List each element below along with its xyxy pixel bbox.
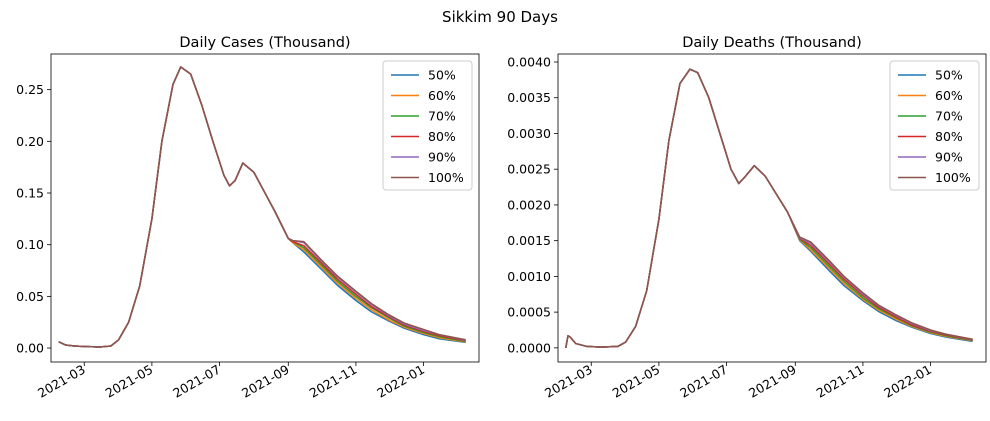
y-tick-label: 0.0035	[507, 90, 551, 105]
y-tick-label: 0.10	[16, 237, 44, 252]
legend-label: 50%	[428, 68, 456, 83]
suptitle: Sikkim 90 Days	[442, 8, 558, 26]
x-tick-label: 2021-07	[677, 362, 730, 401]
legend-label: 50%	[935, 68, 963, 83]
series-line-100pct	[58, 66, 466, 348]
legend-label: 100%	[428, 170, 464, 185]
y-tick-label: 0.0040	[507, 55, 551, 70]
y-tick-label: 0.0020	[507, 197, 551, 212]
y-tick-label: 0.0000	[507, 340, 551, 355]
legend: 50% 60% 70% 80% 90% 100%	[889, 60, 980, 191]
legend-label: 80%	[935, 129, 963, 144]
axes-frame	[557, 53, 987, 363]
y-tick-label: 0.25	[16, 82, 44, 97]
x-tick-label: 2021-05	[610, 362, 663, 401]
deaths-chart: Daily Deaths (Thousand) 0.0000 0.0005 0.001…	[507, 35, 987, 401]
chart-title: Daily Cases (Thousand)	[179, 35, 350, 51]
legend-label: 90%	[428, 150, 456, 165]
legend-label: 70%	[428, 109, 456, 124]
x-tick-label: 2022-01	[374, 362, 427, 401]
legend-label: 70%	[935, 109, 963, 124]
x-tick-label: 2021-11	[814, 362, 867, 401]
cases-chart: Daily Cases (Thousand) 0.00 0.05 0.10 0.15 0.…	[16, 35, 480, 401]
x-tick-label: 2021-11	[307, 362, 360, 401]
y-tick-label: 0.0025	[507, 162, 551, 177]
legend-label: 90%	[935, 150, 963, 165]
x-tick-label: 2021-03	[542, 362, 595, 401]
x-tick-label: 2021-05	[103, 362, 156, 401]
legend-label: 100%	[935, 170, 971, 185]
x-tick-label: 2021-09	[746, 362, 799, 401]
y-tick-label: 0.20	[16, 134, 44, 149]
y-tick-label: 0.0005	[507, 305, 551, 320]
y-tick-label: 0.0015	[507, 233, 551, 248]
series-line-100pct	[565, 68, 973, 348]
legend-label: 80%	[428, 129, 456, 144]
y-tick-label: 0.05	[16, 289, 44, 304]
legend-label: 60%	[428, 88, 456, 103]
legend: 50% 60% 70% 80% 90% 100%	[382, 60, 473, 191]
y-tick-label: 0.00	[16, 341, 44, 356]
x-tick-label: 2021-09	[239, 362, 292, 401]
axes-frame	[50, 53, 480, 363]
y-tick-label: 0.15	[16, 186, 44, 201]
x-tick-label: 2022-01	[881, 362, 934, 401]
y-tick-label: 0.0010	[507, 269, 551, 284]
legend-label: 60%	[935, 88, 963, 103]
chart-title: Daily Deaths (Thousand)	[682, 35, 862, 51]
y-tick-label: 0.0030	[507, 126, 551, 141]
x-tick-label: 2021-03	[35, 362, 88, 401]
x-tick-label: 2021-07	[170, 362, 223, 401]
